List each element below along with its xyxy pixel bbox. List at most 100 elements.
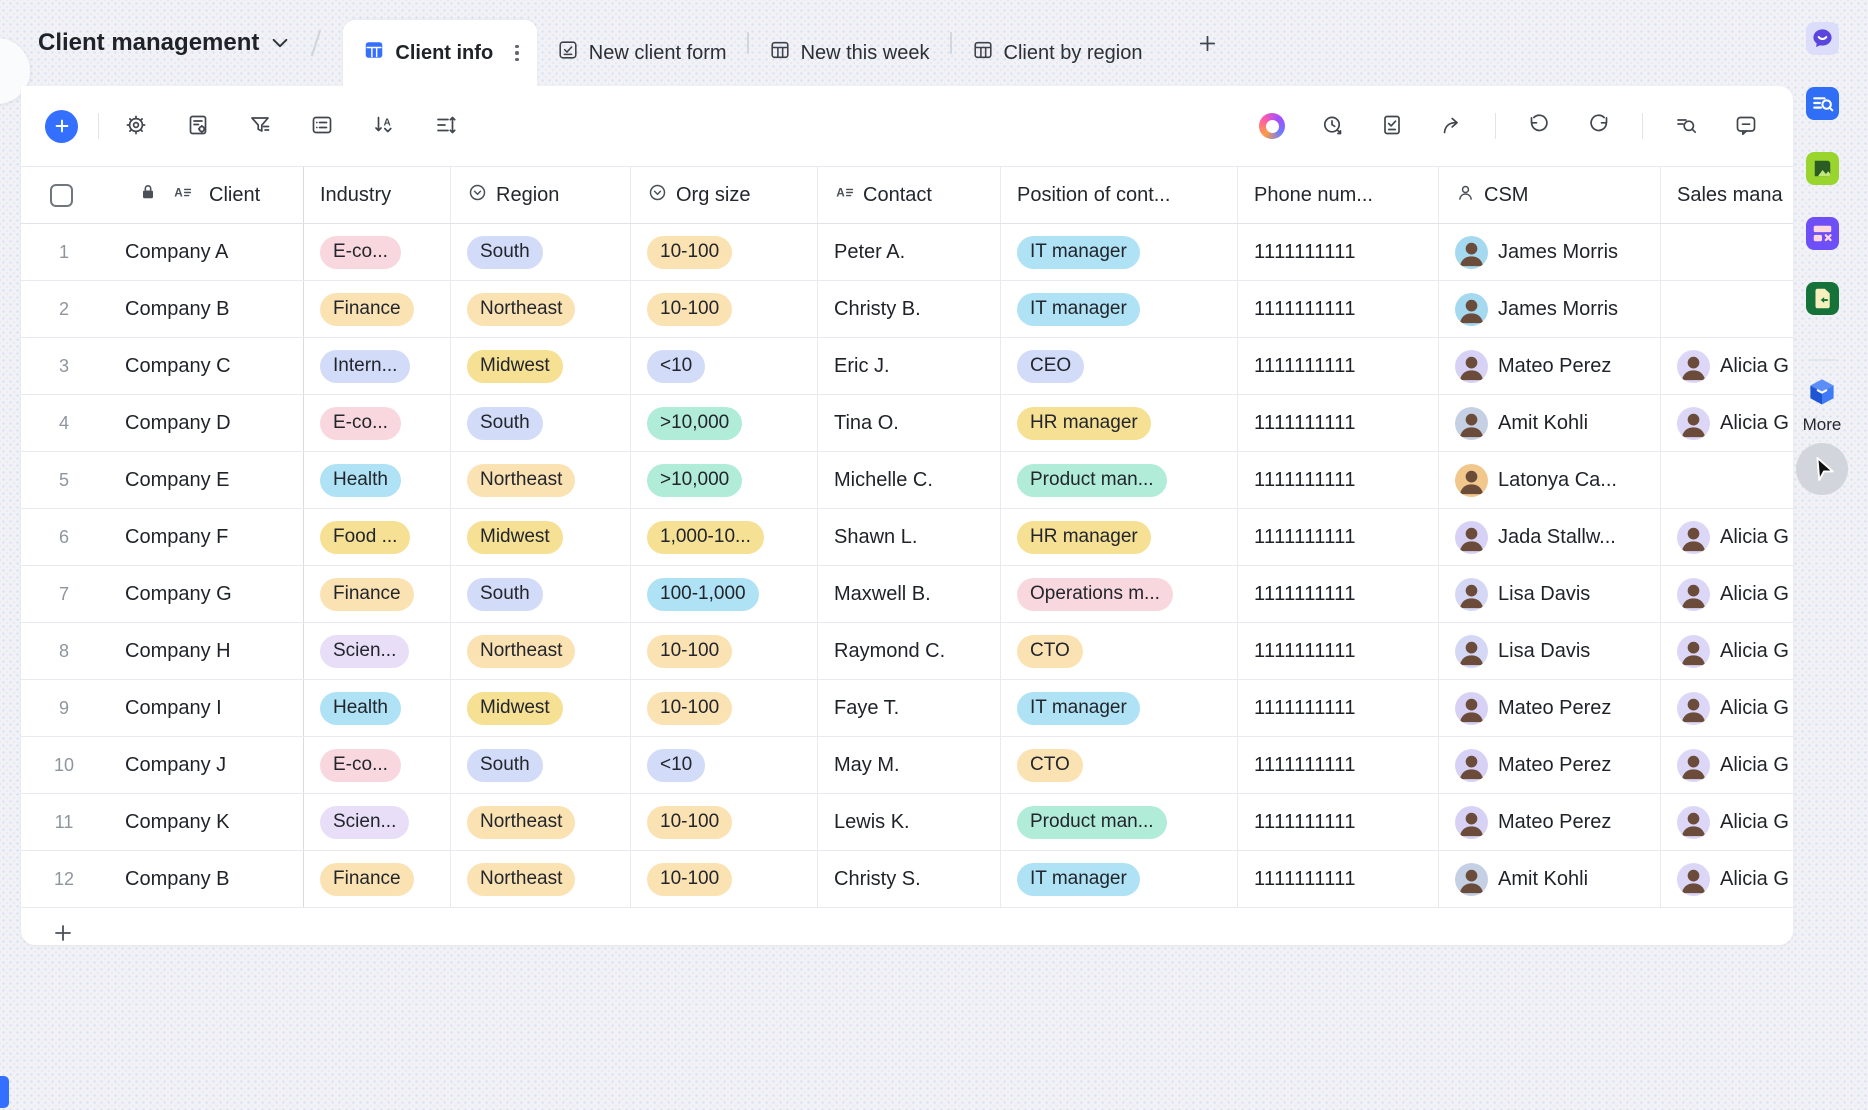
cell-phone[interactable]: 1111111111: [1238, 509, 1439, 565]
cell-phone[interactable]: 1111111111: [1238, 566, 1439, 622]
tasks-button[interactable]: [1375, 109, 1409, 143]
undo-button[interactable]: [1522, 109, 1556, 143]
cell-region[interactable]: Northeast: [451, 452, 631, 508]
cell-phone[interactable]: 1111111111: [1238, 794, 1439, 850]
cell-position[interactable]: Product man...: [1001, 452, 1238, 508]
cell-industry[interactable]: Finance: [304, 566, 451, 622]
cell-client[interactable]: 8 Company H: [21, 623, 304, 679]
cell-position[interactable]: IT manager: [1001, 680, 1238, 736]
column-header-position[interactable]: Position of cont...: [1001, 167, 1238, 223]
cell-position[interactable]: CEO: [1001, 338, 1238, 394]
cell-position[interactable]: Product man...: [1001, 794, 1238, 850]
column-header-region[interactable]: Region: [451, 167, 631, 223]
dock-minutes-button[interactable]: [1805, 152, 1839, 185]
cell-org-size[interactable]: 1,000-10...: [631, 509, 818, 565]
cell-org-size[interactable]: <10: [631, 737, 818, 793]
cell-org-size[interactable]: 10-100: [631, 680, 818, 736]
dock-sheets-button[interactable]: [1805, 282, 1839, 315]
cell-industry[interactable]: E-co...: [304, 224, 451, 280]
cell-phone[interactable]: 1111111111: [1238, 224, 1439, 280]
column-header-phone[interactable]: Phone num...: [1238, 167, 1439, 223]
comment-button[interactable]: [1729, 109, 1763, 143]
cell-contact[interactable]: Tina O.: [818, 395, 1001, 451]
cell-contact[interactable]: May M.: [818, 737, 1001, 793]
cell-contact[interactable]: Maxwell B.: [818, 566, 1001, 622]
cell-csm[interactable]: Amit Kohli: [1439, 851, 1661, 907]
base-title-menu[interactable]: Client management: [38, 29, 291, 57]
cell-sales-manager[interactable]: Alicia G: [1661, 509, 1793, 565]
cell-industry[interactable]: Finance: [304, 851, 451, 907]
cell-client[interactable]: 1 Company A: [21, 224, 304, 280]
cell-client[interactable]: 9 Company I: [21, 680, 304, 736]
cell-csm[interactable]: Mateo Perez: [1439, 737, 1661, 793]
cell-csm[interactable]: Lisa Davis: [1439, 566, 1661, 622]
share-button[interactable]: [1435, 109, 1469, 143]
cell-client[interactable]: 7 Company G: [21, 566, 304, 622]
cell-csm[interactable]: Mateo Perez: [1439, 338, 1661, 394]
cell-sales-manager[interactable]: Alicia G: [1661, 737, 1793, 793]
bottom-left-accent[interactable]: [0, 1076, 9, 1108]
cell-contact[interactable]: Lewis K.: [818, 794, 1001, 850]
cell-position[interactable]: CTO: [1001, 737, 1238, 793]
search-button[interactable]: [1669, 109, 1703, 143]
ai-button[interactable]: [1255, 109, 1289, 143]
cell-position[interactable]: IT manager: [1001, 851, 1238, 907]
cell-position[interactable]: IT manager: [1001, 224, 1238, 280]
cell-org-size[interactable]: >10,000: [631, 452, 818, 508]
cell-csm[interactable]: Mateo Perez: [1439, 794, 1661, 850]
cell-contact[interactable]: Shawn L.: [818, 509, 1001, 565]
cell-region[interactable]: Midwest: [451, 509, 631, 565]
cell-org-size[interactable]: 10-100: [631, 281, 818, 337]
select-all-checkbox[interactable]: [50, 183, 73, 207]
cell-position[interactable]: HR manager: [1001, 509, 1238, 565]
cell-client[interactable]: 10 Company J: [21, 737, 304, 793]
column-header-org_size[interactable]: Org size: [631, 167, 818, 223]
cell-csm[interactable]: Amit Kohli: [1439, 395, 1661, 451]
tab-client-by-region[interactable]: Client by region: [952, 20, 1163, 86]
cell-csm[interactable]: James Morris: [1439, 224, 1661, 280]
cell-phone[interactable]: 1111111111: [1238, 281, 1439, 337]
dock-more-button[interactable]: [1803, 375, 1841, 413]
column-header-client[interactable]: A Client: [21, 167, 304, 223]
cell-sales-manager[interactable]: [1661, 452, 1793, 508]
cell-industry[interactable]: Scien...: [304, 794, 451, 850]
cell-sales-manager[interactable]: Alicia G: [1661, 338, 1793, 394]
cell-region[interactable]: South: [451, 566, 631, 622]
dock-search-docs-button[interactable]: [1805, 87, 1839, 120]
cell-phone[interactable]: 1111111111: [1238, 395, 1439, 451]
cell-csm[interactable]: Lisa Davis: [1439, 623, 1661, 679]
cell-industry[interactable]: Scien...: [304, 623, 451, 679]
cell-client[interactable]: 12 Company B: [21, 851, 304, 907]
cell-org-size[interactable]: >10,000: [631, 395, 818, 451]
cell-org-size[interactable]: 10-100: [631, 224, 818, 280]
cell-csm[interactable]: Latonya Ca...: [1439, 452, 1661, 508]
cell-contact[interactable]: Raymond C.: [818, 623, 1001, 679]
cell-position[interactable]: IT manager: [1001, 281, 1238, 337]
tab-menu-dots-icon[interactable]: [513, 41, 521, 66]
cell-sales-manager[interactable]: Alicia G: [1661, 395, 1793, 451]
add-record-button[interactable]: [45, 109, 78, 143]
filter-button[interactable]: [243, 109, 277, 143]
tab-new-this-week[interactable]: New this week: [749, 20, 950, 86]
cell-org-size[interactable]: <10: [631, 338, 818, 394]
cell-region[interactable]: South: [451, 224, 631, 280]
sort-button[interactable]: A: [367, 109, 401, 143]
cell-industry[interactable]: Finance: [304, 281, 451, 337]
tab-client-info[interactable]: Client info: [343, 20, 537, 86]
cell-csm[interactable]: Jada Stallw...: [1439, 509, 1661, 565]
group-button[interactable]: [305, 109, 339, 143]
cell-industry[interactable]: Food ...: [304, 509, 451, 565]
cell-csm[interactable]: Mateo Perez: [1439, 680, 1661, 736]
cell-region[interactable]: Northeast: [451, 851, 631, 907]
cell-phone[interactable]: 1111111111: [1238, 680, 1439, 736]
column-header-contact[interactable]: A Contact: [818, 167, 1001, 223]
cell-phone[interactable]: 1111111111: [1238, 737, 1439, 793]
cell-sales-manager[interactable]: Alicia G: [1661, 623, 1793, 679]
cell-contact[interactable]: Faye T.: [818, 680, 1001, 736]
cell-region[interactable]: Midwest: [451, 680, 631, 736]
cell-industry[interactable]: Health: [304, 452, 451, 508]
cell-region[interactable]: Northeast: [451, 623, 631, 679]
form-config-button[interactable]: [181, 109, 215, 143]
cell-org-size[interactable]: 10-100: [631, 794, 818, 850]
row-order-button[interactable]: [429, 109, 463, 143]
